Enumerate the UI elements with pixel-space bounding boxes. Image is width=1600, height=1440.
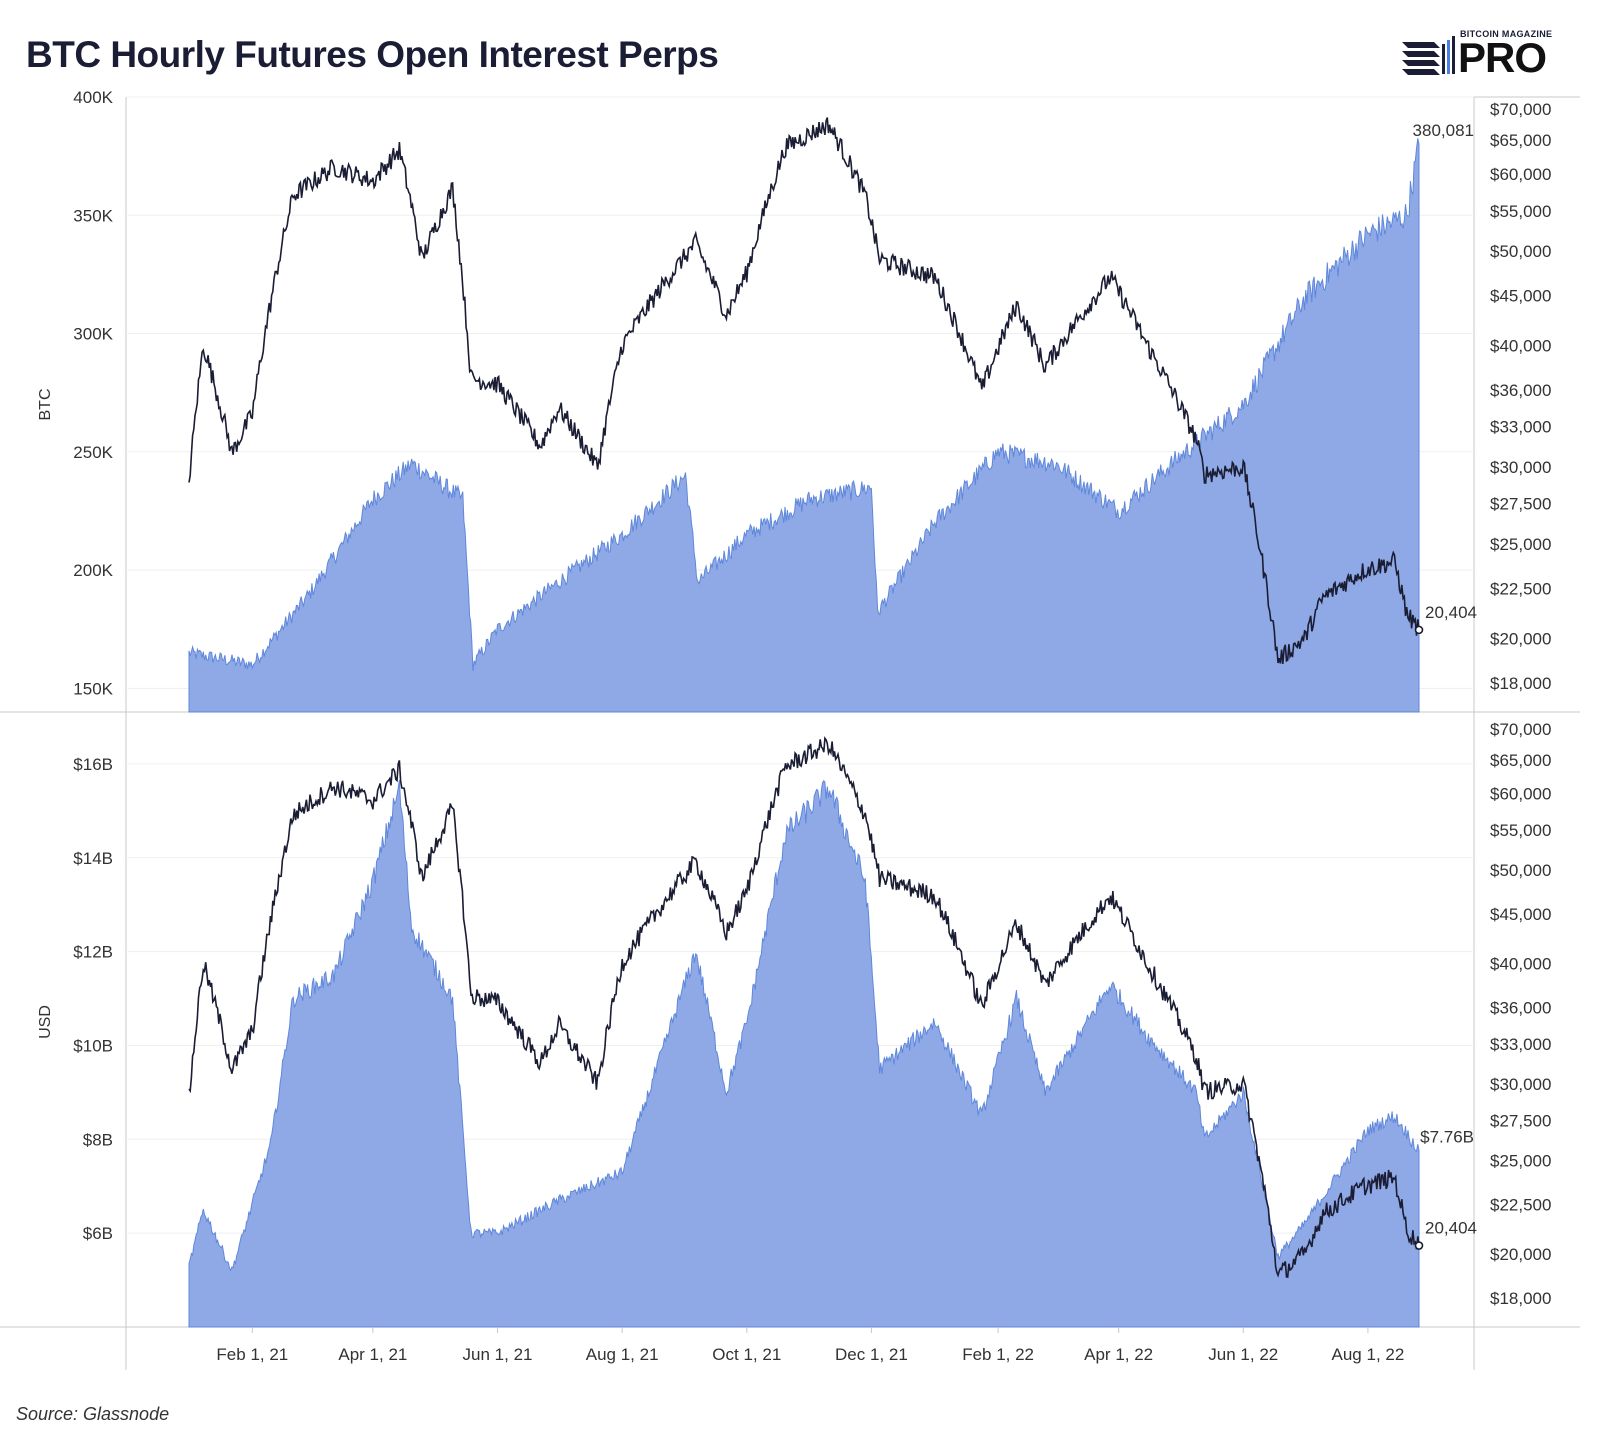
right-tick-label: $65,000 [1490,131,1551,150]
right-tick-label: $60,000 [1490,784,1551,803]
btc-price-line [188,117,1420,664]
x-axis: Feb 1, 21 Apr 1, 21 Jun 1, 21 Aug 1, 21 Oct … [216,1327,1404,1364]
right-tick-label: $33,000 [1490,1035,1551,1054]
left-tick-label: $10B [73,1036,113,1055]
btc-price-end-label: 20,404 [1425,1219,1477,1238]
open-interest-end-label: $7.76B [1420,1128,1474,1147]
right-tick-label: $36,000 [1490,999,1551,1018]
open-interest-end-label: 380,081 [1413,121,1474,140]
left-tick-label: $8B [83,1130,113,1149]
right-tick-label: $55,000 [1490,821,1551,840]
right-tick-label: $20,000 [1490,1245,1551,1264]
x-tick-label: Oct 1, 21 [712,1345,781,1364]
left-tick-label: $6B [83,1224,113,1243]
right-tick-label: $50,000 [1490,242,1551,261]
btc-price-end-marker [1414,1241,1424,1250]
right-tick-label: $27,500 [1490,495,1551,514]
x-tick-label: Feb 1, 21 [216,1345,288,1364]
right-tick-label: $33,000 [1490,418,1551,437]
right-tick-label: $18,000 [1490,1289,1551,1308]
right-tick-label: $30,000 [1490,458,1551,477]
right-tick-label: $70,000 [1490,720,1551,739]
right-tick-label: $50,000 [1490,861,1551,880]
right-tick-label: $65,000 [1490,751,1551,770]
right-tick-label: $30,000 [1490,1075,1551,1094]
source-note: Source: Glassnode [16,1404,170,1424]
y-axis-title: BTC [37,389,54,421]
panel-btc-open-interest: 150K 200K 250K 300K 350K 400K $70,000 $65,000 $6… [37,88,1551,713]
x-tick-label: Jun 1, 21 [463,1345,533,1364]
logo-small-text: BITCOIN MAGAZINE [1460,29,1553,39]
right-tick-label: $55,000 [1490,202,1551,221]
x-tick-label: Apr 1, 21 [338,1345,407,1364]
x-tick-label: Jun 1, 22 [1208,1345,1278,1364]
right-tick-label: $25,000 [1490,1151,1551,1170]
right-tick-label: $27,500 [1490,1111,1551,1130]
right-tick-label: $40,000 [1490,954,1551,973]
left-tick-label: $16B [73,755,113,774]
btc-price-line [188,736,1420,1278]
left-tick-label: 200K [73,561,113,580]
left-tick-label: 350K [73,206,113,225]
right-tick-label: $20,000 [1490,629,1551,648]
right-tick-label: $60,000 [1490,165,1551,184]
right-tick-label: $40,000 [1490,336,1551,355]
bitcoin-magazine-pro-logo: BITCOIN MAGAZINE PRO [1398,26,1578,84]
right-tick-label: $22,500 [1490,580,1551,599]
btc-price-end-label: 20,404 [1425,603,1477,622]
right-tick-label: $70,000 [1490,100,1551,119]
open-interest-area [188,138,1420,713]
chart-title: BTC Hourly Futures Open Interest Perps [26,34,719,75]
right-tick-label: $22,500 [1490,1196,1551,1215]
left-tick-label: $12B [73,943,113,962]
left-tick-label: 250K [73,443,113,462]
left-tick-label: 150K [73,679,113,698]
right-tick-label: $45,000 [1490,287,1551,306]
x-tick-label: Aug 1, 21 [586,1345,659,1364]
logo-bars-icon [1402,36,1455,75]
right-tick-label: $18,000 [1490,674,1551,693]
btc-price-end-marker [1414,625,1424,635]
x-tick-label: Dec 1, 21 [835,1345,908,1364]
left-tick-label: 400K [73,88,113,107]
x-tick-label: Aug 1, 22 [1332,1345,1405,1364]
right-tick-label: $25,000 [1490,535,1551,554]
right-tick-label: $36,000 [1490,381,1551,400]
left-tick-label: $14B [73,849,113,868]
right-tick-label: $45,000 [1490,905,1551,924]
logo-big-text: PRO [1458,34,1547,81]
x-tick-label: Feb 1, 22 [962,1345,1034,1364]
x-tick-label: Apr 1, 22 [1084,1345,1153,1364]
left-tick-label: 300K [73,325,113,344]
y-axis-title: USD [37,1005,54,1039]
panel-usd-open-interest: $6B $8B $10B $12B $14B $16B $70,000 $65,000 $60,… [37,720,1551,1328]
open-interest-area [188,779,1420,1328]
